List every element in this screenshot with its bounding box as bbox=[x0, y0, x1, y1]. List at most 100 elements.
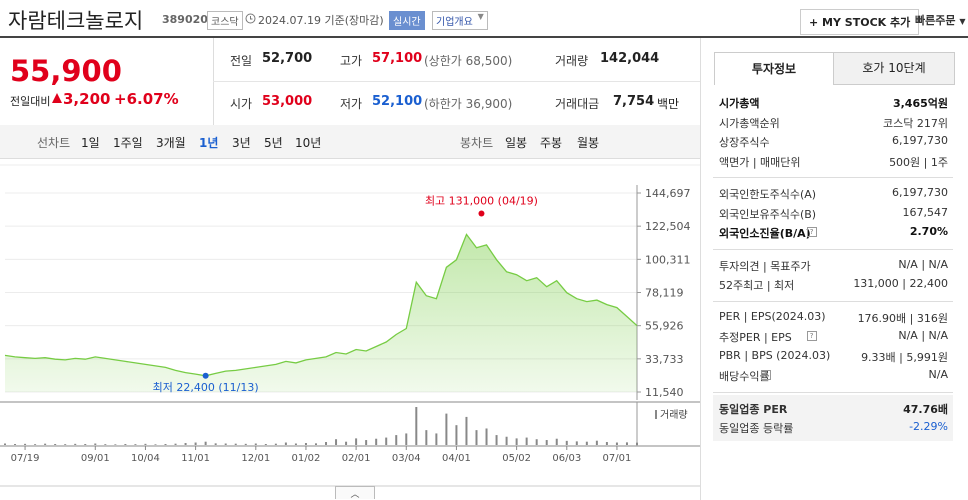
x-tick-label: 05/02 bbox=[502, 453, 531, 464]
x-tick-label: 11/01 bbox=[181, 453, 210, 464]
header-rule bbox=[0, 36, 968, 38]
info-value: 167,547 bbox=[902, 205, 949, 219]
x-tick-label: 06/03 bbox=[552, 453, 581, 464]
candle-tab[interactable]: 일봉 bbox=[505, 136, 528, 150]
volume-bar bbox=[605, 442, 608, 445]
volume-bar bbox=[64, 444, 67, 445]
info-label: PBR | BPS (2024.03) bbox=[719, 348, 831, 362]
info-value: 코스닥 217위 bbox=[883, 116, 948, 130]
y-tick-label: 144,697 bbox=[645, 187, 691, 200]
period-tab[interactable]: 1년 bbox=[199, 136, 219, 150]
y-tick-label: 33,733 bbox=[645, 353, 684, 366]
info-value: 6,197,730 bbox=[892, 134, 948, 147]
volume-bar bbox=[475, 430, 478, 445]
volume-bar bbox=[74, 443, 77, 445]
side-tab[interactable]: 호가 10단계 bbox=[833, 52, 955, 85]
info-label: 상장주식수 bbox=[719, 136, 770, 149]
quote-note: (상한가 68,500) bbox=[424, 54, 513, 68]
help-icon[interactable]: ? bbox=[761, 370, 771, 380]
period-tab[interactable]: 1일 bbox=[81, 136, 100, 150]
period-tab[interactable]: 3개월 bbox=[156, 136, 186, 150]
period-tab[interactable]: 3년 bbox=[232, 136, 251, 150]
price: 55,900 bbox=[10, 54, 122, 88]
low-label: 최저 22,400 (11/13) bbox=[153, 381, 259, 394]
volume-bar bbox=[525, 437, 528, 445]
clock-icon bbox=[245, 13, 256, 24]
quote-value: 53,000 bbox=[262, 94, 313, 109]
info-value: 3,465억원 bbox=[892, 97, 948, 110]
candle-tab[interactable]: 주봉 bbox=[540, 136, 563, 150]
volume-bar bbox=[224, 443, 227, 445]
realtime-badge[interactable]: 실시간 bbox=[389, 11, 425, 30]
change: 3,200 bbox=[63, 90, 111, 108]
volume-bar bbox=[84, 444, 87, 445]
volume-bar bbox=[294, 443, 297, 445]
quote-label: 시가 bbox=[230, 97, 253, 111]
chart: 144,697 122,504 100,311 78,119 55,926 33,733 1… bbox=[0, 164, 700, 487]
stock-name: 자람테크놀로지 bbox=[8, 9, 144, 33]
volume-bar bbox=[615, 442, 618, 445]
volume-bar bbox=[124, 444, 127, 445]
quote-value: 142,044 bbox=[600, 51, 660, 66]
volume-bar bbox=[545, 440, 548, 445]
quick-order-label: 빠른주문 bbox=[915, 14, 956, 27]
period-tab[interactable]: 5년 bbox=[264, 136, 283, 150]
group-rule bbox=[713, 248, 953, 250]
side-tab-active[interactable]: 투자정보 bbox=[714, 52, 834, 85]
volume-bar bbox=[455, 425, 458, 445]
price-line bbox=[4, 233, 638, 377]
volume-bar bbox=[485, 428, 488, 445]
market-badge: 코스닥 bbox=[207, 11, 243, 30]
volume-bar bbox=[345, 441, 348, 445]
help-icon[interactable]: ? bbox=[806, 227, 817, 237]
industry-label[interactable]: 동일업종 PER bbox=[719, 402, 788, 416]
volume-bar bbox=[425, 430, 428, 445]
period-tab[interactable]: 1주일 bbox=[113, 136, 143, 150]
info-label: 52주최고 | 최저 bbox=[719, 279, 795, 292]
y-tick-label: 100,311 bbox=[645, 253, 691, 266]
side-divider bbox=[700, 38, 701, 500]
volume-bar bbox=[54, 444, 57, 445]
quote-value: 57,100 bbox=[372, 51, 423, 66]
quote-label: 전일 bbox=[230, 54, 253, 68]
volume-bar bbox=[254, 443, 257, 445]
quote-value: 52,100 bbox=[372, 94, 423, 109]
quote-label: 거래량 bbox=[555, 54, 589, 68]
quote-note: 백만 bbox=[657, 97, 680, 111]
volume-bar bbox=[535, 439, 538, 445]
tab-group-label: 봉차트 bbox=[460, 136, 494, 150]
info-value: 2.70% bbox=[909, 225, 948, 238]
volume-bar bbox=[415, 407, 418, 445]
quick-order[interactable]: 빠른주문 ▼ bbox=[915, 14, 966, 27]
group-rule bbox=[713, 391, 953, 393]
overview-dropdown[interactable]: 기업개요 ▼ bbox=[432, 11, 488, 30]
volume-bar bbox=[325, 442, 328, 445]
volume-bar bbox=[274, 443, 277, 445]
x-tick-label: 01/02 bbox=[292, 453, 321, 464]
candle-tab[interactable]: 월봉 bbox=[577, 136, 600, 150]
volume-legend: 거래량 bbox=[660, 409, 688, 421]
volume-bar bbox=[495, 435, 498, 445]
period-tab[interactable]: 10년 bbox=[295, 136, 322, 150]
chart-tabs bbox=[0, 125, 700, 159]
info-label: 투자의견 | 목표주가 bbox=[719, 259, 811, 273]
volume-bar bbox=[44, 443, 47, 445]
volume-bar bbox=[134, 444, 137, 445]
info-value: 6,197,730 bbox=[892, 186, 948, 199]
quote-value: 52,700 bbox=[262, 51, 313, 66]
mystock-button[interactable]: + MY STOCK 추가 bbox=[800, 9, 920, 35]
help-icon[interactable]: ? bbox=[806, 331, 817, 341]
industry-label[interactable]: 동일업종 등락률 bbox=[719, 422, 794, 435]
date: 2024.07.19 기준(장마감) bbox=[258, 14, 384, 27]
high-marker bbox=[478, 210, 485, 217]
x-tick-label: 04/01 bbox=[442, 453, 471, 464]
volume-bar bbox=[435, 433, 438, 445]
x-tick-label: 07/19 bbox=[11, 453, 40, 464]
volume-bar bbox=[355, 438, 358, 445]
volume-legend-swatch bbox=[655, 410, 657, 419]
volume-bar bbox=[164, 444, 167, 445]
collapse-button[interactable]: ︿ bbox=[335, 486, 375, 500]
volume-bar bbox=[154, 444, 157, 445]
info-label: 추정PER | EPS bbox=[719, 331, 792, 344]
low-marker bbox=[202, 372, 209, 379]
